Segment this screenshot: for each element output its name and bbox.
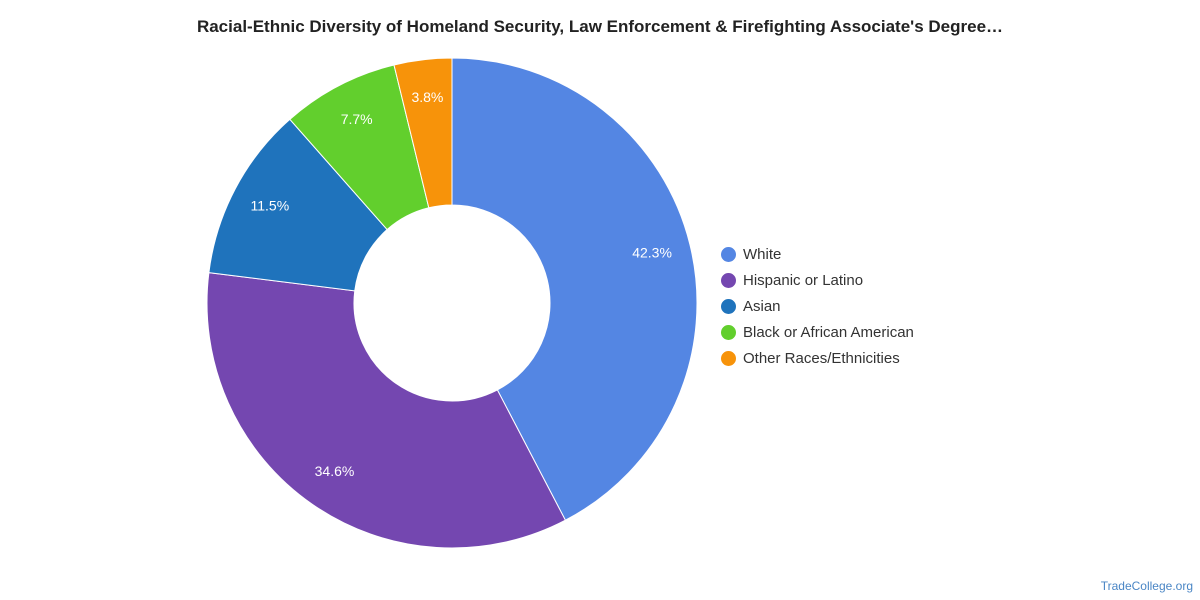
value-label-black-or-african-american: 7.7% xyxy=(341,111,373,127)
legend-label-asian: Asian xyxy=(743,297,781,315)
legend-label-hispanic-or-latino: Hispanic or Latino xyxy=(743,271,864,289)
legend-swatch-other-races-ethnicities xyxy=(721,350,736,366)
legend-swatch-hispanic-or-latino xyxy=(721,272,736,288)
legend-item-asian[interactable]: Asian xyxy=(721,293,914,319)
legend-item-white[interactable]: White xyxy=(721,241,914,267)
value-label-hispanic-or-latino: 34.6% xyxy=(315,463,355,479)
legend-item-black-or-african-american[interactable]: Black or African American xyxy=(721,319,914,345)
donut-slices xyxy=(206,57,698,549)
slice-asian[interactable] xyxy=(208,118,388,292)
legend-swatch-white xyxy=(721,246,736,262)
value-label-other-races-ethnicities: 3.8% xyxy=(411,89,443,105)
legend-label-black-or-african-american: Black or African American xyxy=(743,323,914,341)
chart-title: Racial-Ethnic Diversity of Homeland Secu… xyxy=(196,17,1004,36)
value-label-white: 42.3% xyxy=(632,245,672,261)
legend-label-white: White xyxy=(743,245,782,263)
slice-white[interactable] xyxy=(451,57,698,521)
source-credit-link[interactable]: TradeCollege.org xyxy=(1100,579,1193,593)
legend-swatch-black-or-african-american xyxy=(721,324,736,340)
legend-item-other-races-ethnicities[interactable]: Other Races/Ethnicities xyxy=(721,345,914,371)
slice-hispanic-or-latino[interactable] xyxy=(206,272,567,549)
slice-other-races-ethnicities[interactable] xyxy=(393,57,453,209)
legend-swatch-asian xyxy=(721,298,736,314)
donut-value-labels: 42.3% 34.6% 11.5% 7.7% 3.8% xyxy=(251,89,672,479)
chart-legend: White Hispanic or Latino Asian Black or Afr… xyxy=(721,241,914,371)
legend-item-hispanic-or-latino[interactable]: Hispanic or Latino xyxy=(721,267,914,293)
legend-label-other-races-ethnicities: Other Races/Ethnicities xyxy=(743,349,900,367)
value-label-asian: 11.5% xyxy=(251,198,290,214)
